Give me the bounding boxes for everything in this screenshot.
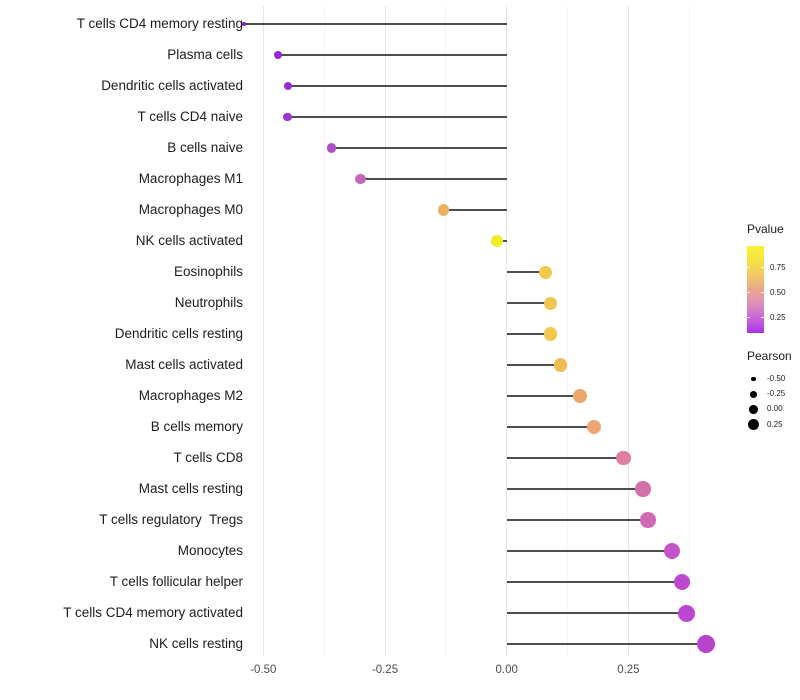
lollipop-dot [283,112,292,122]
lollipop-stem [506,395,580,397]
lollipop-stem [360,178,507,180]
lollipop-dot [355,173,366,185]
category-label: Neutrophils [174,295,243,310]
colorbar-tick-label: 0.75 [770,262,786,272]
size-legend-dot [751,376,756,382]
colorbar-tick [761,292,764,294]
category-label: Macrophages M0 [138,202,243,217]
lollipop-stem [506,302,551,304]
category-label: Monocytes [177,543,243,558]
lollipop-stem [331,147,507,149]
lollipop-dot [664,542,681,560]
pvalue-legend-title: Pvalue [747,222,784,236]
category-label: T cells regulatory Tregs [99,512,243,527]
size-legend-dot [748,419,759,430]
pearson-legend-title: Pearson [747,349,792,363]
lollipop-dot [273,51,282,59]
colorbar-tick [747,292,750,294]
lollipop-stem [287,85,507,87]
gridline-major [262,6,264,656]
gridline-minor [323,6,325,656]
colorbar-tick [761,267,764,269]
lollipop-stem [506,271,546,273]
gridline-minor [688,6,690,656]
lollipop-dot [544,296,557,310]
category-label: T cells follicular helper [109,574,243,589]
colorbar-tick-label: 0.50 [770,287,786,297]
lollipop-dot [326,143,337,153]
lollipop-stem [506,333,551,335]
category-label: T cells CD8 [173,450,243,465]
category-label: Plasma cells [167,47,243,62]
gridline-major [506,6,508,656]
lollipop-stem [506,550,673,552]
lollipop-stem [506,457,624,459]
lollipop-dot [490,234,504,248]
size-legend-label: 0.00 [767,404,783,414]
size-legend-label: 0.25 [767,419,783,429]
lollipop-dot [539,265,553,279]
gridline-minor [445,6,447,656]
colorbar-tick-label: 0.25 [770,312,786,322]
lollipop-dot [543,327,558,341]
colorbar-tick [761,317,764,319]
lollipop-dot [553,358,567,372]
lollipop-dot [241,22,246,26]
category-label: T cells CD4 naive [137,109,243,124]
lollipop-stem [506,581,682,583]
pvalue-colorbar [747,246,764,333]
size-legend-label: -0.50 [767,374,786,383]
lollipop-dot [635,481,651,497]
gridline-minor [567,6,569,656]
category-label: T cells CD4 memory activated [63,605,243,620]
lollipop-stem [443,209,507,211]
lollipop-stem [506,519,648,521]
lollipop-dot [616,450,631,466]
category-label: NK cells resting [149,636,243,651]
x-tick-label: 0.00 [495,664,518,676]
category-label: Eosinophils [173,264,243,279]
lollipop-stem [287,116,507,118]
gridline-major [627,6,629,656]
lollipop-stem [506,612,687,614]
lollipop-stem [506,488,643,490]
category-label: Dendritic cells activated [101,78,243,93]
lollipop-stem [506,643,707,645]
category-label: NK cells activated [135,233,243,248]
lollipop-dot [572,389,587,403]
lollipop-dot [697,635,716,653]
category-label: B cells memory [150,419,243,434]
size-legend-dot [750,390,757,398]
lollipop-stem [277,54,507,56]
category-label: T cells CD4 memory resting [76,16,243,31]
lollipop-dot [678,604,696,622]
lollipop-dot [283,81,292,91]
lollipop-dot [587,419,602,435]
size-legend-label: -0.25 [767,389,786,399]
colorbar-tick [747,317,750,319]
category-label: Mast cells resting [138,481,243,496]
gridline-major [384,6,386,656]
colorbar-tick [747,267,750,269]
x-tick-label: -0.50 [250,664,277,676]
category-label: Mast cells activated [125,357,243,372]
category-label: Macrophages M1 [138,171,243,186]
x-tick-label: -0.25 [371,664,399,676]
category-label: Macrophages M2 [138,388,243,403]
lollipop-stem [506,426,595,428]
lollipop-dot [673,573,691,591]
lollipop-dot [437,204,450,216]
x-tick-label: 0.25 [617,664,640,676]
category-label: B cells naive [167,140,243,155]
lollipop-stem [506,364,561,366]
lollipop-stem [243,23,507,25]
size-legend-dot [749,405,758,414]
category-label: Dendritic cells resting [114,326,243,341]
lollipop-dot [640,512,656,528]
